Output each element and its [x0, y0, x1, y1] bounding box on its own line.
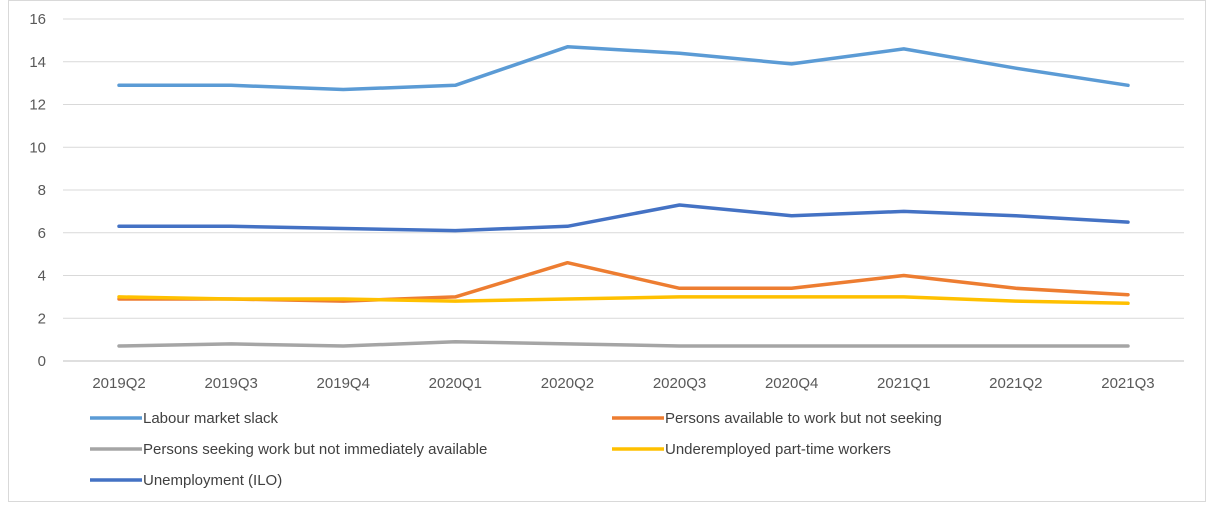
legend: Labour market slack Persons available to …	[90, 410, 942, 489]
series-line	[117, 45, 1130, 92]
legend-label: Labour market slack	[143, 410, 279, 427]
series-line	[117, 260, 1130, 303]
x-tick-label: 2021Q2	[989, 375, 1042, 392]
legend-label: Underemployed part-time workers	[665, 441, 891, 458]
y-tick-label: 14	[29, 54, 46, 71]
y-tick-label: 4	[38, 268, 46, 285]
y-tick-label: 10	[29, 139, 46, 156]
y-tick-label: 6	[38, 225, 46, 242]
x-axis-tick-labels: 2019Q2 2019Q3 2019Q4 2020Q1 2020Q2 2020Q3 2020…	[92, 375, 1154, 392]
y-axis-tick-labels: 0 2 4 6 8 10 12 14 16	[29, 11, 46, 370]
x-tick-label: 2019Q3	[204, 375, 257, 392]
series-line	[117, 295, 1130, 306]
gridlines	[63, 18, 1184, 362]
x-tick-label: 2021Q1	[877, 375, 930, 392]
legend-label: Persons available to work but not seekin…	[665, 410, 942, 427]
x-tick-label: 2020Q3	[653, 375, 706, 392]
x-tick-label: 2021Q3	[1101, 375, 1154, 392]
x-tick-label: 2019Q2	[92, 375, 145, 392]
series-line	[117, 340, 1130, 348]
y-tick-label: 12	[29, 97, 46, 114]
x-tick-label: 2019Q4	[317, 375, 370, 392]
y-tick-label: 8	[38, 182, 46, 199]
x-tick-label: 2020Q1	[429, 375, 482, 392]
series-lines	[117, 45, 1130, 348]
y-tick-label: 2	[38, 310, 46, 327]
legend-label: Persons seeking work but not immediately…	[143, 441, 487, 458]
y-tick-label: 16	[29, 11, 46, 28]
y-tick-label: 0	[38, 353, 46, 370]
x-tick-label: 2020Q4	[765, 375, 818, 392]
series-line	[117, 203, 1130, 233]
x-tick-label: 2020Q2	[541, 375, 594, 392]
legend-label: Unemployment (ILO)	[143, 472, 282, 489]
